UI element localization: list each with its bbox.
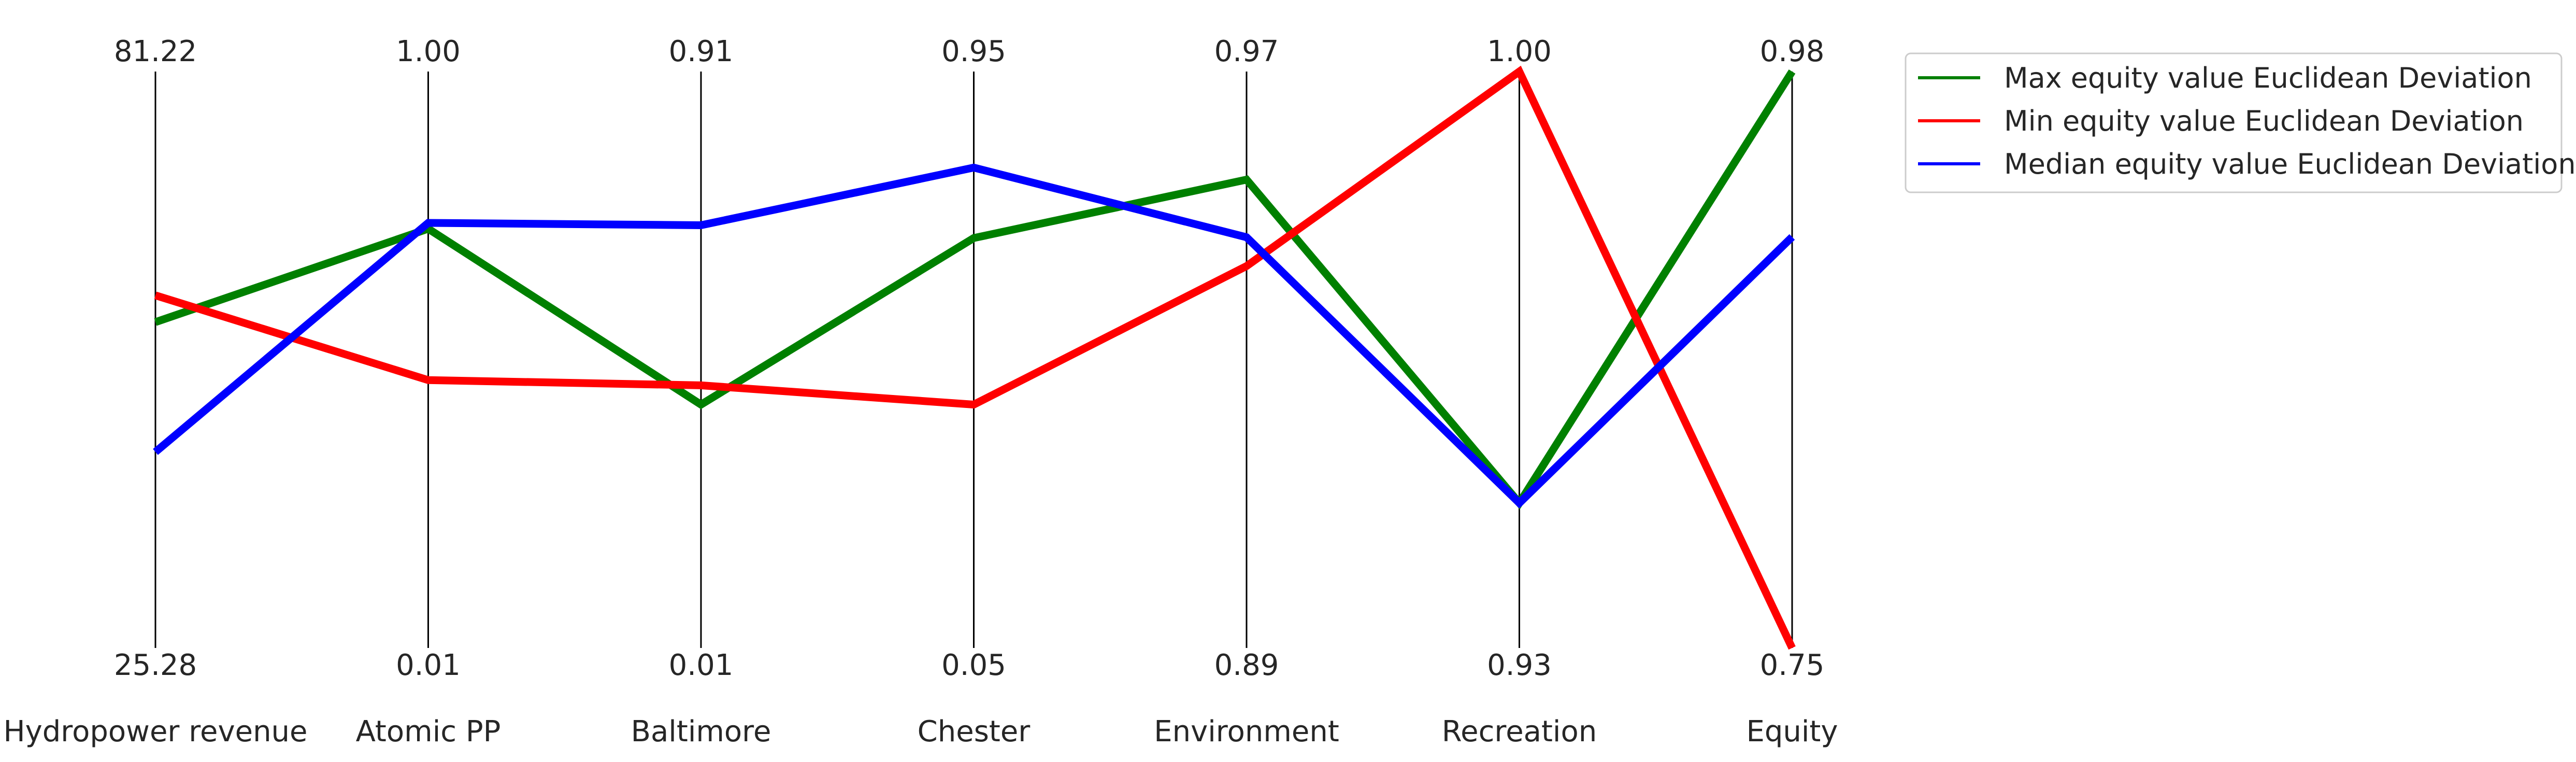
series-line	[154, 65, 1796, 650]
axis-max-tick-label: 0.98	[1760, 35, 1825, 68]
axis-max-tick-label: 1.00	[396, 35, 461, 68]
axis-label: Equity	[1746, 715, 1838, 749]
axis-label: Chester	[918, 715, 1031, 749]
axis-min-tick-label: 0.93	[1487, 648, 1552, 682]
axis-max-tick-label: 81.22	[114, 35, 197, 68]
axis-min-tick-label: 25.28	[114, 648, 197, 682]
series-line	[153, 163, 1795, 509]
axis-max-tick-label: 0.95	[941, 35, 1006, 68]
series-layer	[153, 65, 1796, 650]
axis-label: Atomic PP	[356, 715, 501, 749]
axes-layer	[154, 72, 1793, 648]
axis-min-tick-label: 0.01	[669, 648, 734, 682]
axis-label: Baltimore	[631, 715, 771, 749]
axis-min-tick-label: 0.05	[941, 648, 1006, 682]
axis-min-tick-label: 0.89	[1214, 648, 1279, 682]
legend: Max equity value Euclidean Deviation Min …	[1905, 52, 2576, 193]
axis-max-tick-label: 0.97	[1214, 35, 1279, 68]
legend-entry-label: Max equity value Euclidean Deviation	[2004, 62, 2532, 94]
axis-min-tick-label: 0.01	[396, 648, 461, 682]
axis-max-tick-label: 0.91	[669, 35, 734, 68]
legend-entry-label: Median equity value Euclidean Deviation	[2004, 148, 2576, 180]
legend-entry-label: Min equity value Euclidean Deviation	[2004, 105, 2524, 137]
labels-layer: 81.22 25.28 Hydropower revenue 1.00 0.01 Atom…	[3, 35, 1838, 749]
axis-max-tick-label: 1.00	[1487, 35, 1552, 68]
axis-label: Hydropower revenue	[3, 715, 307, 749]
axis-label: Recreation	[1442, 715, 1597, 749]
axis-min-tick-label: 0.75	[1760, 648, 1825, 682]
legend-box	[1905, 52, 2563, 193]
axis-label: Environment	[1154, 715, 1339, 749]
